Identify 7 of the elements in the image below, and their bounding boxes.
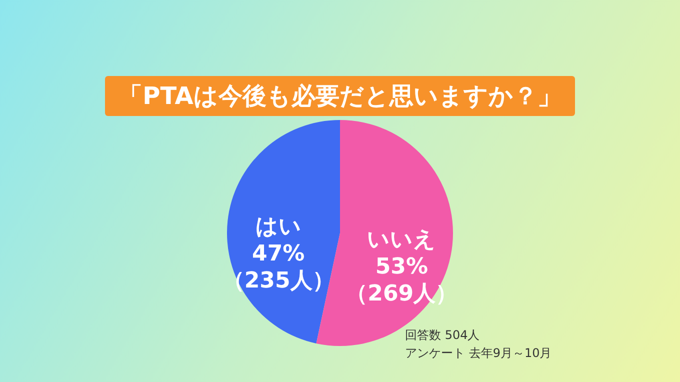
slice-label: いいえ <box>367 228 436 253</box>
chart-title: 「PTAは今後も必要だと思いますか？」 <box>104 76 576 116</box>
slice-label: はい <box>255 214 302 240</box>
text: 回答数 504人 <box>405 327 481 344</box>
text: アンケート 去年9月～10月 <box>405 345 552 362</box>
pie-slice <box>227 120 340 344</box>
data-label: 53% （269人） <box>346 254 458 307</box>
